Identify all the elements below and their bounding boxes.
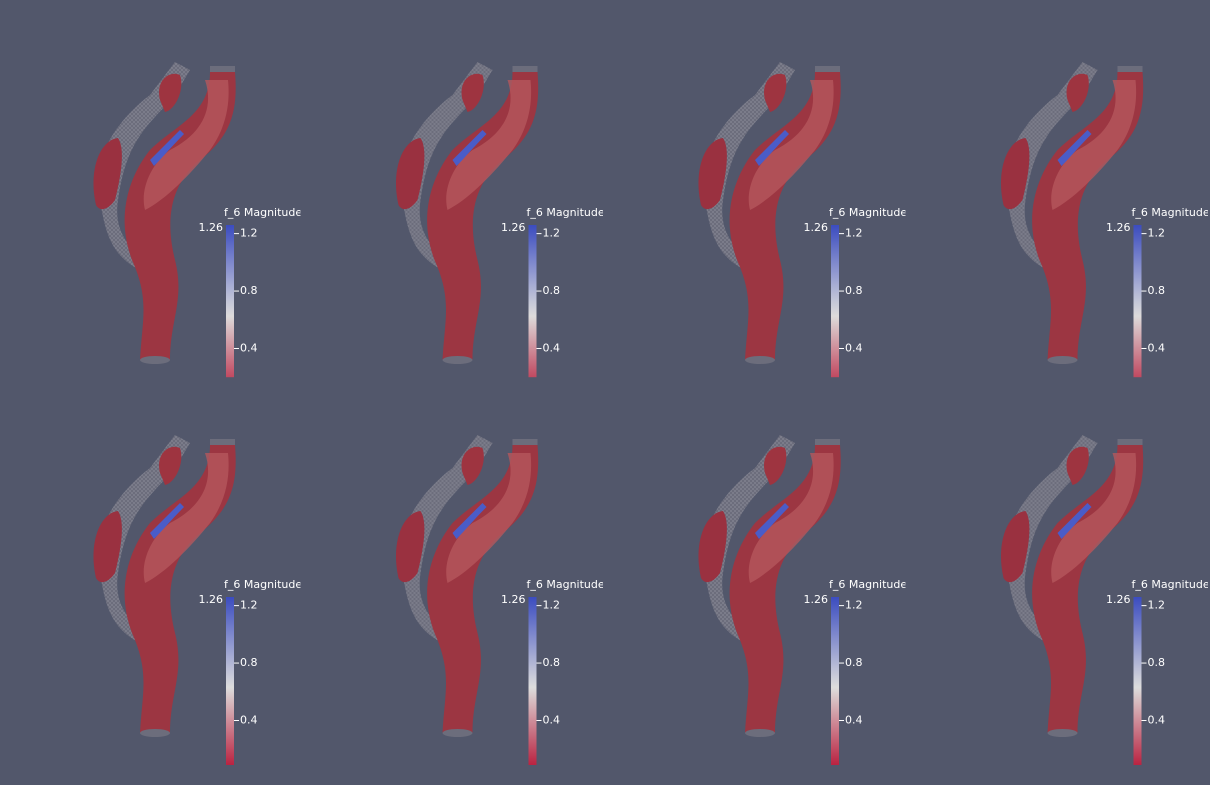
color-bar bbox=[1134, 597, 1142, 778]
color-bar bbox=[226, 597, 234, 778]
legend-title: f_6 Magnitude bbox=[1132, 578, 1210, 591]
range-max-label: 1.26 bbox=[804, 221, 829, 234]
legend-title: f_6 Magnitude bbox=[527, 206, 605, 219]
color-bar bbox=[831, 225, 839, 377]
tick-label: 0.8 bbox=[1148, 656, 1166, 669]
tick-label: 0.8 bbox=[543, 656, 561, 669]
range-max-label: 1.26 bbox=[804, 593, 829, 606]
tick-label: 0.4 bbox=[845, 341, 863, 354]
tick-label: 0.8 bbox=[240, 656, 258, 669]
color-bar bbox=[831, 597, 839, 778]
tick-label: 1.2 bbox=[543, 599, 561, 612]
tick-label: 0.4 bbox=[845, 713, 863, 726]
legend-title: f_6 Magnitude bbox=[224, 206, 302, 219]
tick-label: 1.2 bbox=[845, 599, 863, 612]
legend-title: f_6 Magnitude bbox=[829, 206, 907, 219]
tick-label: 1.2 bbox=[240, 599, 258, 612]
background bbox=[0, 0, 1210, 785]
range-max-label: 1.26 bbox=[501, 221, 526, 234]
legend-title: f_6 Magnitude bbox=[829, 578, 907, 591]
range-max-label: 1.26 bbox=[501, 593, 526, 606]
tick-label: 0.4 bbox=[240, 341, 258, 354]
range-max-label: 1.26 bbox=[1106, 221, 1131, 234]
tick-label: 0.4 bbox=[1148, 713, 1166, 726]
range-max-label: 1.26 bbox=[199, 221, 224, 234]
color-bar bbox=[529, 225, 537, 377]
tick-label: 1.2 bbox=[1148, 227, 1166, 240]
tick-label: 0.8 bbox=[543, 284, 561, 297]
tick-label: 0.4 bbox=[543, 713, 561, 726]
tick-label: 0.8 bbox=[845, 284, 863, 297]
color-bar bbox=[1134, 225, 1142, 377]
color-bar bbox=[529, 597, 537, 778]
legend-title: f_6 Magnitude bbox=[224, 578, 302, 591]
tick-label: 0.8 bbox=[845, 656, 863, 669]
render-view: f_6 Magnitude1.261.20.80.4f_6 Magnitude1… bbox=[0, 0, 1210, 785]
tick-label: 0.4 bbox=[543, 341, 561, 354]
tick-label: 1.2 bbox=[845, 227, 863, 240]
tick-label: 0.8 bbox=[240, 284, 258, 297]
tick-label: 0.4 bbox=[240, 713, 258, 726]
tick-label: 1.2 bbox=[1148, 599, 1166, 612]
color-bar bbox=[226, 225, 234, 377]
tick-label: 0.8 bbox=[1148, 284, 1166, 297]
legend-title: f_6 Magnitude bbox=[527, 578, 605, 591]
tick-label: 0.4 bbox=[1148, 341, 1166, 354]
tick-label: 1.2 bbox=[240, 227, 258, 240]
tick-label: 1.2 bbox=[543, 227, 561, 240]
range-max-label: 1.26 bbox=[199, 593, 224, 606]
range-max-label: 1.26 bbox=[1106, 593, 1131, 606]
legend-title: f_6 Magnitude bbox=[1132, 206, 1210, 219]
